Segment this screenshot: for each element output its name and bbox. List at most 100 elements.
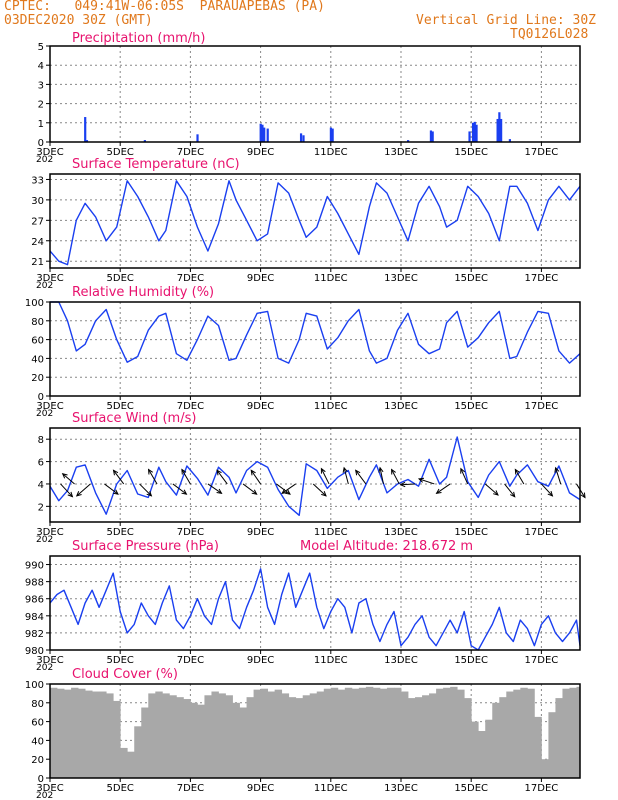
wind-vector (172, 483, 187, 495)
precipitation-bar (471, 122, 475, 142)
x-tick-label: 11DEC (314, 273, 348, 284)
x-tick-label: 5DEC (107, 273, 134, 284)
wind-vector-head (320, 467, 326, 474)
cloud-cover-bar (330, 687, 339, 778)
y-tick-label: 40 (31, 736, 44, 747)
cloud-cover-bar (365, 686, 374, 778)
panel-frame (49, 555, 581, 651)
y-tick-label: 20 (31, 755, 44, 766)
x-tick-label: 3DEC (36, 401, 63, 412)
y-tick-label: 40 (31, 354, 44, 365)
y-tick-label: 4 (38, 480, 44, 491)
series-line (49, 568, 581, 651)
cloud-cover-bar (464, 698, 472, 778)
wind-vector (343, 467, 349, 485)
cloud-cover-bar (513, 689, 521, 778)
wind-vector (60, 483, 73, 498)
x-tick-label: 17DEC (525, 401, 559, 412)
wind-vector-head (417, 477, 425, 483)
cloud-cover-bar (64, 689, 72, 778)
cloud-cover-bar (386, 687, 395, 778)
x-tick-label: 15DEC (454, 401, 488, 412)
x-tick-label: 11DEC (314, 401, 348, 412)
cloud-cover-bar (562, 688, 570, 778)
wind-vector-head (181, 468, 187, 475)
cloud-cover-bar (393, 687, 402, 778)
cloud-cover-bar (358, 687, 367, 778)
precipitation-bar (259, 123, 262, 142)
cloud-cover-bar (155, 691, 163, 778)
precipitation-bar (407, 140, 410, 142)
wind-vector-head (510, 491, 516, 498)
cloud-cover-bar (379, 688, 388, 778)
y-tick-label: 1 (38, 119, 44, 130)
cloud-cover-bar (85, 690, 93, 778)
x-tick-label: 9DEC (247, 273, 274, 284)
y-tick-label: 33 (31, 175, 44, 186)
cloud-cover-bar (429, 693, 437, 778)
precipitation-bar (143, 140, 146, 142)
cloud-cover-bar (183, 699, 191, 778)
run-date: 03DEC2020 30Z (GMT) (4, 13, 153, 28)
y-tick-label: 5 (38, 42, 44, 53)
precipitation-bar (331, 128, 334, 142)
x-tick-label: 11DEC (314, 655, 348, 666)
chart-header: CPTEC: 049:41W-06:05S PARAUAPEBAS (PA) 0… (0, 0, 618, 48)
x-tick-label: 13DEC (384, 783, 418, 794)
cloud-cover-bar (253, 689, 261, 778)
y-tick-label: 982 (25, 629, 44, 640)
cloud-cover-bar (127, 751, 135, 778)
y-tick-label: 0 (38, 392, 44, 403)
y-tick-label: 984 (25, 612, 44, 623)
y-tick-label: 27 (31, 216, 44, 227)
x-tick-label: 3DEC (36, 783, 63, 794)
wind-vector-head (181, 489, 188, 495)
panel-title: Surface Pressure (hPa) (72, 539, 219, 554)
wind-vector (555, 467, 562, 485)
panel-frame (49, 427, 581, 523)
x-tick-label: 13DEC (384, 401, 418, 412)
y-tick-label: 986 (25, 595, 44, 606)
wind-vector-head (216, 488, 223, 494)
wind-vector (181, 469, 191, 485)
wind-vector (104, 483, 119, 495)
year-label: 202 (36, 791, 53, 800)
precipitation-bar (431, 131, 434, 142)
y-tick-label: 6 (38, 458, 44, 469)
cloud-cover-bar (499, 697, 507, 778)
x-tick-label: 15DEC (454, 783, 488, 794)
wind-vector (436, 483, 451, 494)
precipitation-bar (299, 133, 303, 142)
y-tick-label: 3 (38, 80, 44, 91)
cloud-cover-bar (50, 687, 58, 778)
cloud-cover-bar (527, 688, 535, 778)
wind-vector-head (216, 469, 222, 476)
cloud-cover-bar (344, 687, 353, 778)
precipitation-bar (508, 139, 512, 142)
precipitation-bar (468, 131, 471, 142)
y-tick-label: 20 (31, 373, 44, 384)
wind-vector-head (547, 490, 554, 497)
wind-vector-head (250, 469, 256, 476)
precipitation-bar (196, 134, 199, 142)
x-tick-label: 9DEC (247, 783, 274, 794)
panel-frame (49, 301, 581, 397)
y-tick-label: 80 (31, 317, 44, 328)
x-tick-label: 9DEC (247, 527, 274, 538)
cloud-cover-bar (288, 697, 297, 778)
cloud-cover-bar (506, 691, 514, 778)
cloud-cover-bar (169, 695, 177, 778)
cloud-cover-bar (548, 712, 556, 778)
cloud-cover-bar (534, 716, 542, 778)
cloud-cover-bar (71, 687, 79, 778)
year-label: 202 (36, 409, 53, 419)
y-tick-label: 990 (25, 561, 44, 572)
cloud-cover-bar (400, 691, 409, 778)
cloud-cover-bar (260, 688, 269, 778)
wind-vector (504, 483, 516, 498)
wind-vector-head (554, 466, 560, 473)
cloud-cover-bar (450, 686, 458, 778)
year-label: 202 (36, 663, 53, 673)
wind-vector-head (146, 490, 153, 497)
wind-vector-head (514, 468, 520, 475)
